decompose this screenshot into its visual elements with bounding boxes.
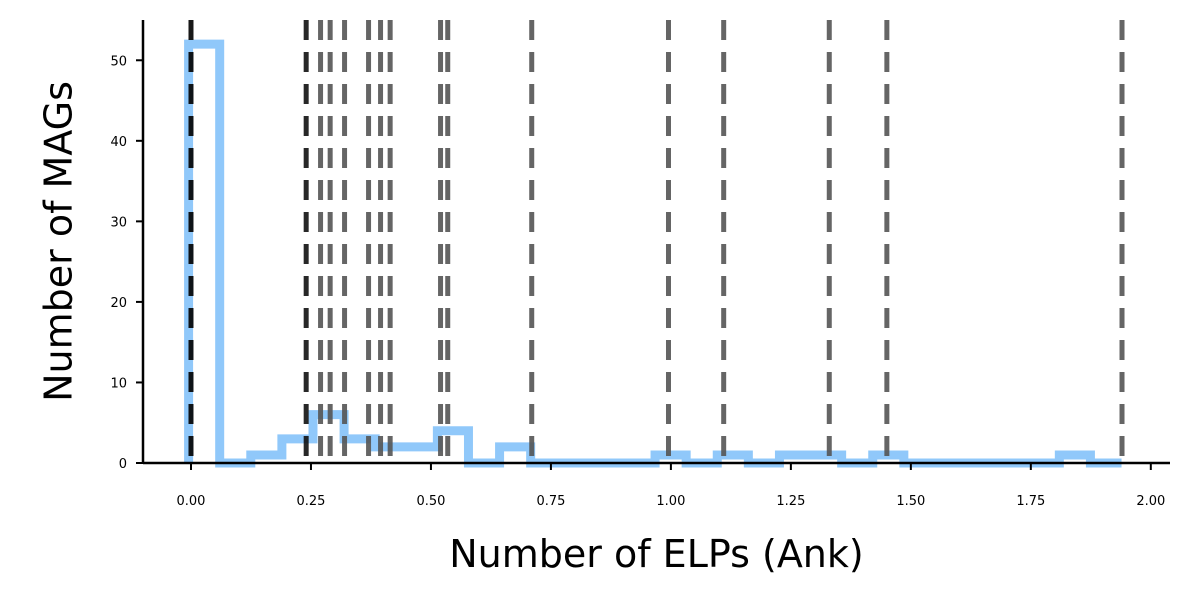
x-tick-label: 1.50: [896, 494, 925, 509]
vertical-lines-layer: [188, 20, 1125, 463]
x-axis-title: Number of ELPs (Ank): [449, 532, 863, 576]
x-tick-label: 1.25: [776, 494, 805, 509]
x-tick-label: 0.75: [536, 494, 565, 509]
x-ticks: 0.00 0.25 0.50 0.75 1.00 1.25 1.50 1.75 2.00: [177, 463, 1165, 509]
y-tick-label: 20: [110, 296, 127, 311]
x-tick-label: 0.25: [296, 494, 325, 509]
y-tick-label: 50: [110, 54, 127, 69]
y-tick-label: 0: [119, 457, 127, 472]
axes: [141, 20, 1170, 465]
x-tick-label: 1.75: [1016, 494, 1045, 509]
y-tick-label: 40: [110, 135, 127, 150]
y-tick-label: 30: [110, 215, 127, 230]
x-tick-label: 0.50: [416, 494, 445, 509]
x-tick-label: 2.00: [1136, 494, 1165, 509]
x-tick-label: 0.00: [177, 494, 206, 509]
y-tick-label: 10: [110, 376, 127, 391]
y-ticks: 0 10 20 30 40 50: [110, 54, 143, 472]
y-axis-title: Number of MAGs: [36, 81, 80, 402]
x-tick-label: 1.00: [656, 494, 685, 509]
